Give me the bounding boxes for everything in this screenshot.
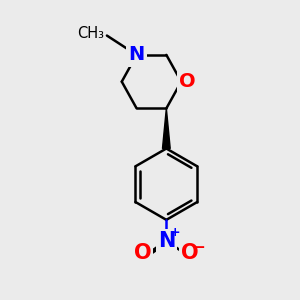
- Text: O: O: [181, 243, 199, 263]
- Text: +: +: [170, 226, 181, 239]
- Text: O: O: [134, 243, 152, 263]
- Text: N: N: [128, 45, 145, 64]
- Text: −: −: [192, 240, 205, 255]
- Text: CH₃: CH₃: [77, 26, 104, 41]
- Text: N: N: [158, 231, 175, 251]
- Text: O: O: [179, 72, 196, 91]
- Polygon shape: [163, 108, 170, 148]
